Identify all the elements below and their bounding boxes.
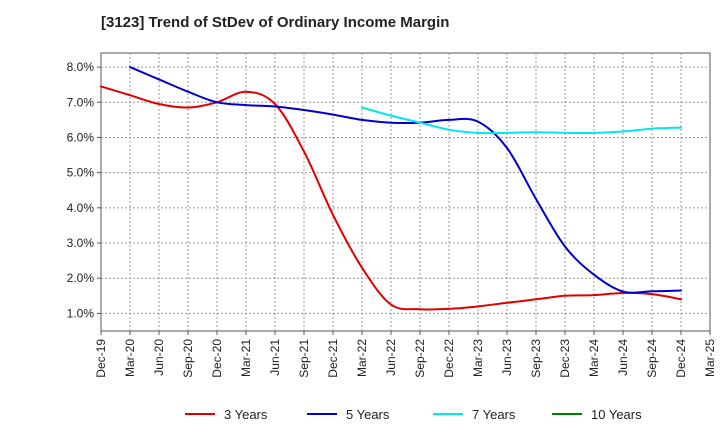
x-tick-label: Mar-20 xyxy=(123,339,137,377)
legend-label-5-years: 5 Years xyxy=(346,407,390,422)
x-tick-label: Dec-24 xyxy=(674,339,688,378)
chart-title: [3123] Trend of StDev of Ordinary Income… xyxy=(101,14,450,31)
x-tick-label: Dec-19 xyxy=(94,339,108,378)
x-tick-label: Sep-23 xyxy=(529,339,543,378)
x-tick-label: Sep-24 xyxy=(645,339,659,378)
series-lines xyxy=(100,66,682,311)
x-tick-label: Dec-20 xyxy=(210,339,224,378)
x-tick-label: Sep-22 xyxy=(413,339,427,378)
y-axis: 1.0% 2.0% 3.0% 4.0% 5.0% 6.0% 7.0% 8.0% xyxy=(67,60,101,320)
x-tick-label: Mar-23 xyxy=(471,339,485,377)
y-tick-label: 2.0% xyxy=(67,271,95,285)
x-axis: Dec-19 Mar-20 Jun-20 Sep-20 Dec-20 Mar-21 Jun-… xyxy=(94,331,717,378)
y-tick-label: 3.0% xyxy=(67,236,95,250)
y-tick-label: 6.0% xyxy=(67,130,95,144)
x-tick-label: Dec-21 xyxy=(326,339,340,378)
x-tick-label: Sep-21 xyxy=(297,339,311,378)
x-tick-label: Jun-21 xyxy=(268,339,282,376)
x-tick-label: Sep-20 xyxy=(181,339,195,378)
series-line-5-years xyxy=(129,66,682,294)
series-line-3-years xyxy=(100,85,682,311)
grid-lines xyxy=(101,53,710,331)
legend-label-3-years: 3 Years xyxy=(224,407,268,422)
y-tick-label: 7.0% xyxy=(67,95,95,109)
y-tick-label: 5.0% xyxy=(67,166,95,180)
x-tick-label: Mar-22 xyxy=(355,339,369,377)
x-tick-label: Mar-25 xyxy=(703,339,717,377)
legend-label-10-years: 10 Years xyxy=(591,407,642,422)
x-tick-label: Mar-21 xyxy=(239,339,253,377)
y-tick-label: 1.0% xyxy=(67,306,95,320)
x-tick-label: Mar-24 xyxy=(587,339,601,377)
series-line-7-years xyxy=(361,106,682,135)
x-tick-label: Jun-24 xyxy=(616,339,630,376)
y-tick-label: 8.0% xyxy=(67,60,95,74)
x-tick-label: Jun-22 xyxy=(384,339,398,376)
x-tick-label: Dec-23 xyxy=(558,339,572,378)
legend: 3 Years 5 Years 7 Years 10 Years xyxy=(185,407,642,422)
x-tick-label: Dec-22 xyxy=(442,339,456,378)
x-tick-label: Jun-20 xyxy=(152,339,166,376)
y-tick-label: 4.0% xyxy=(67,201,95,215)
legend-label-7-years: 7 Years xyxy=(472,407,516,422)
x-tick-label: Jun-23 xyxy=(500,339,514,376)
